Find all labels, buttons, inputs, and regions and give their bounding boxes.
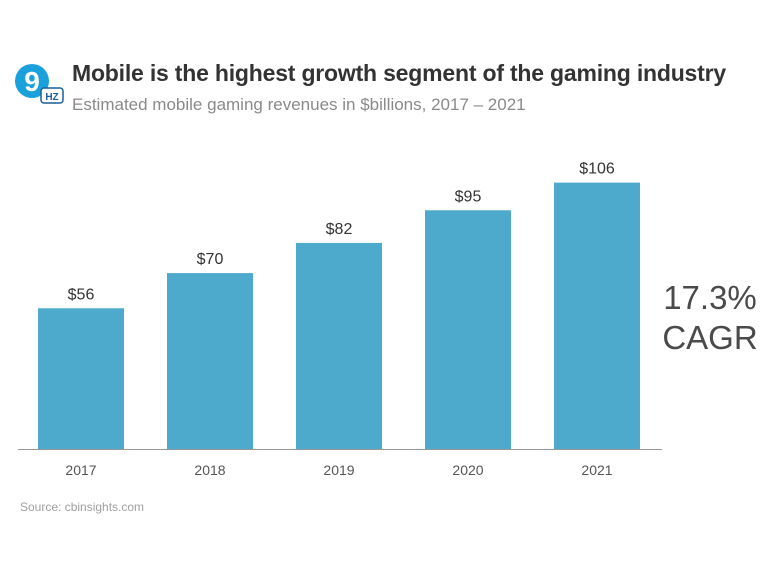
chart-subtitle: Estimated mobile gaming revenues in $bil…	[72, 95, 526, 114]
x-tick-2021: 2021	[581, 462, 612, 478]
bar-2021	[554, 182, 640, 450]
x-tick-2018: 2018	[194, 462, 225, 478]
x-tick-2020: 2020	[452, 462, 483, 478]
data-label-2018: $70	[197, 251, 224, 268]
data-label-2019: $82	[326, 221, 353, 238]
data-label-2017: $56	[68, 286, 95, 303]
bar-2017	[38, 308, 124, 449]
cagr-label: CAGR	[662, 319, 758, 357]
cagr-value: 17.3%	[663, 279, 757, 316]
cagr-callout: 17.3% CAGR	[660, 278, 760, 359]
chart-title: Mobile is the highest growth segment of …	[72, 60, 726, 86]
data-label-2020: $95	[455, 188, 482, 205]
data-label-2021: $106	[579, 161, 615, 178]
source-note: Source: cbinsights.com	[20, 500, 145, 514]
logo-badge: HZ	[45, 92, 58, 103]
bar-2019	[296, 242, 382, 449]
x-tick-2017: 2017	[65, 462, 96, 478]
bar-2018	[167, 273, 253, 449]
9hz-logo: 9 HZ	[15, 64, 64, 104]
bar-2020	[425, 210, 511, 449]
x-tick-2019: 2019	[323, 462, 354, 478]
logo-digit: 9	[24, 66, 40, 97]
